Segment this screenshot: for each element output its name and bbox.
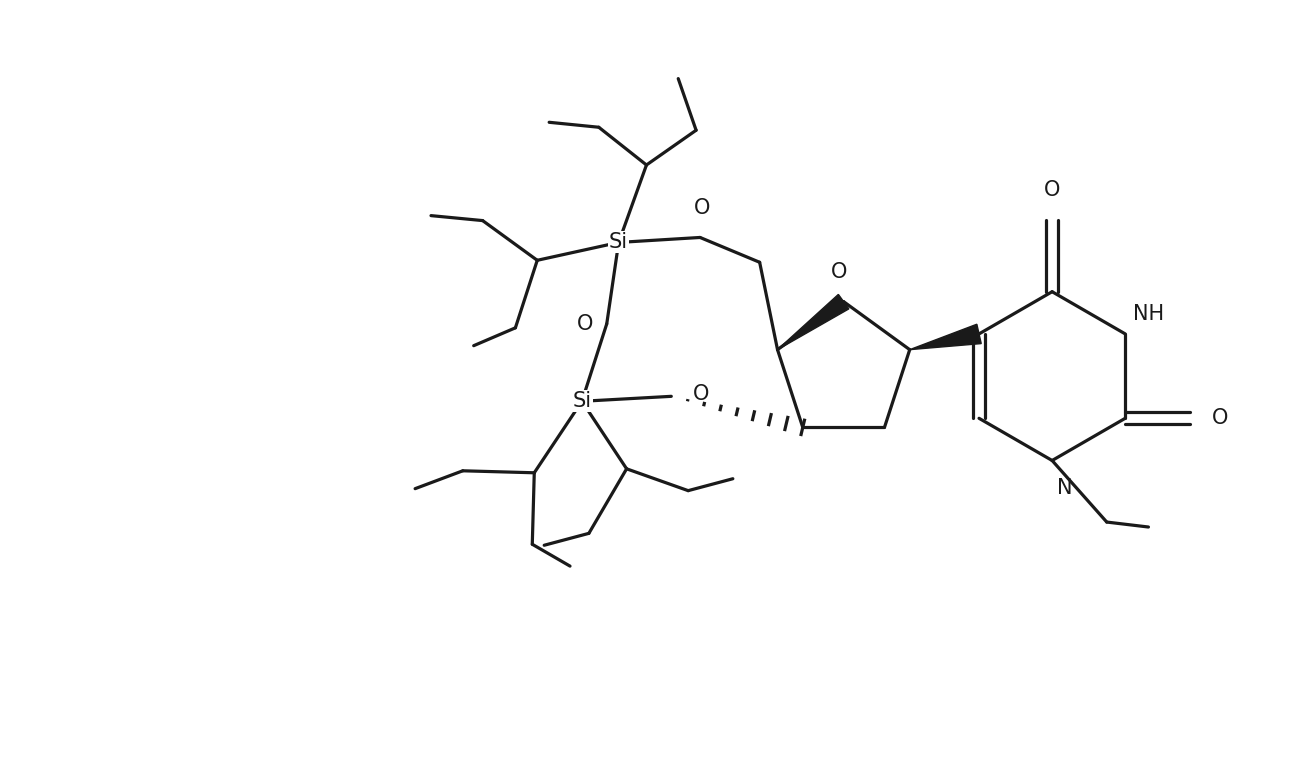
Text: O: O — [830, 262, 847, 282]
Text: O: O — [694, 198, 710, 218]
Text: O: O — [1212, 408, 1227, 428]
Text: O: O — [577, 314, 593, 333]
Text: Si: Si — [572, 391, 592, 412]
Polygon shape — [909, 324, 981, 350]
Text: O: O — [1044, 180, 1061, 201]
Text: O: O — [693, 384, 710, 405]
Text: Si: Si — [609, 233, 628, 252]
Text: N: N — [1057, 479, 1072, 498]
Polygon shape — [778, 294, 848, 350]
Text: NH: NH — [1134, 304, 1165, 324]
